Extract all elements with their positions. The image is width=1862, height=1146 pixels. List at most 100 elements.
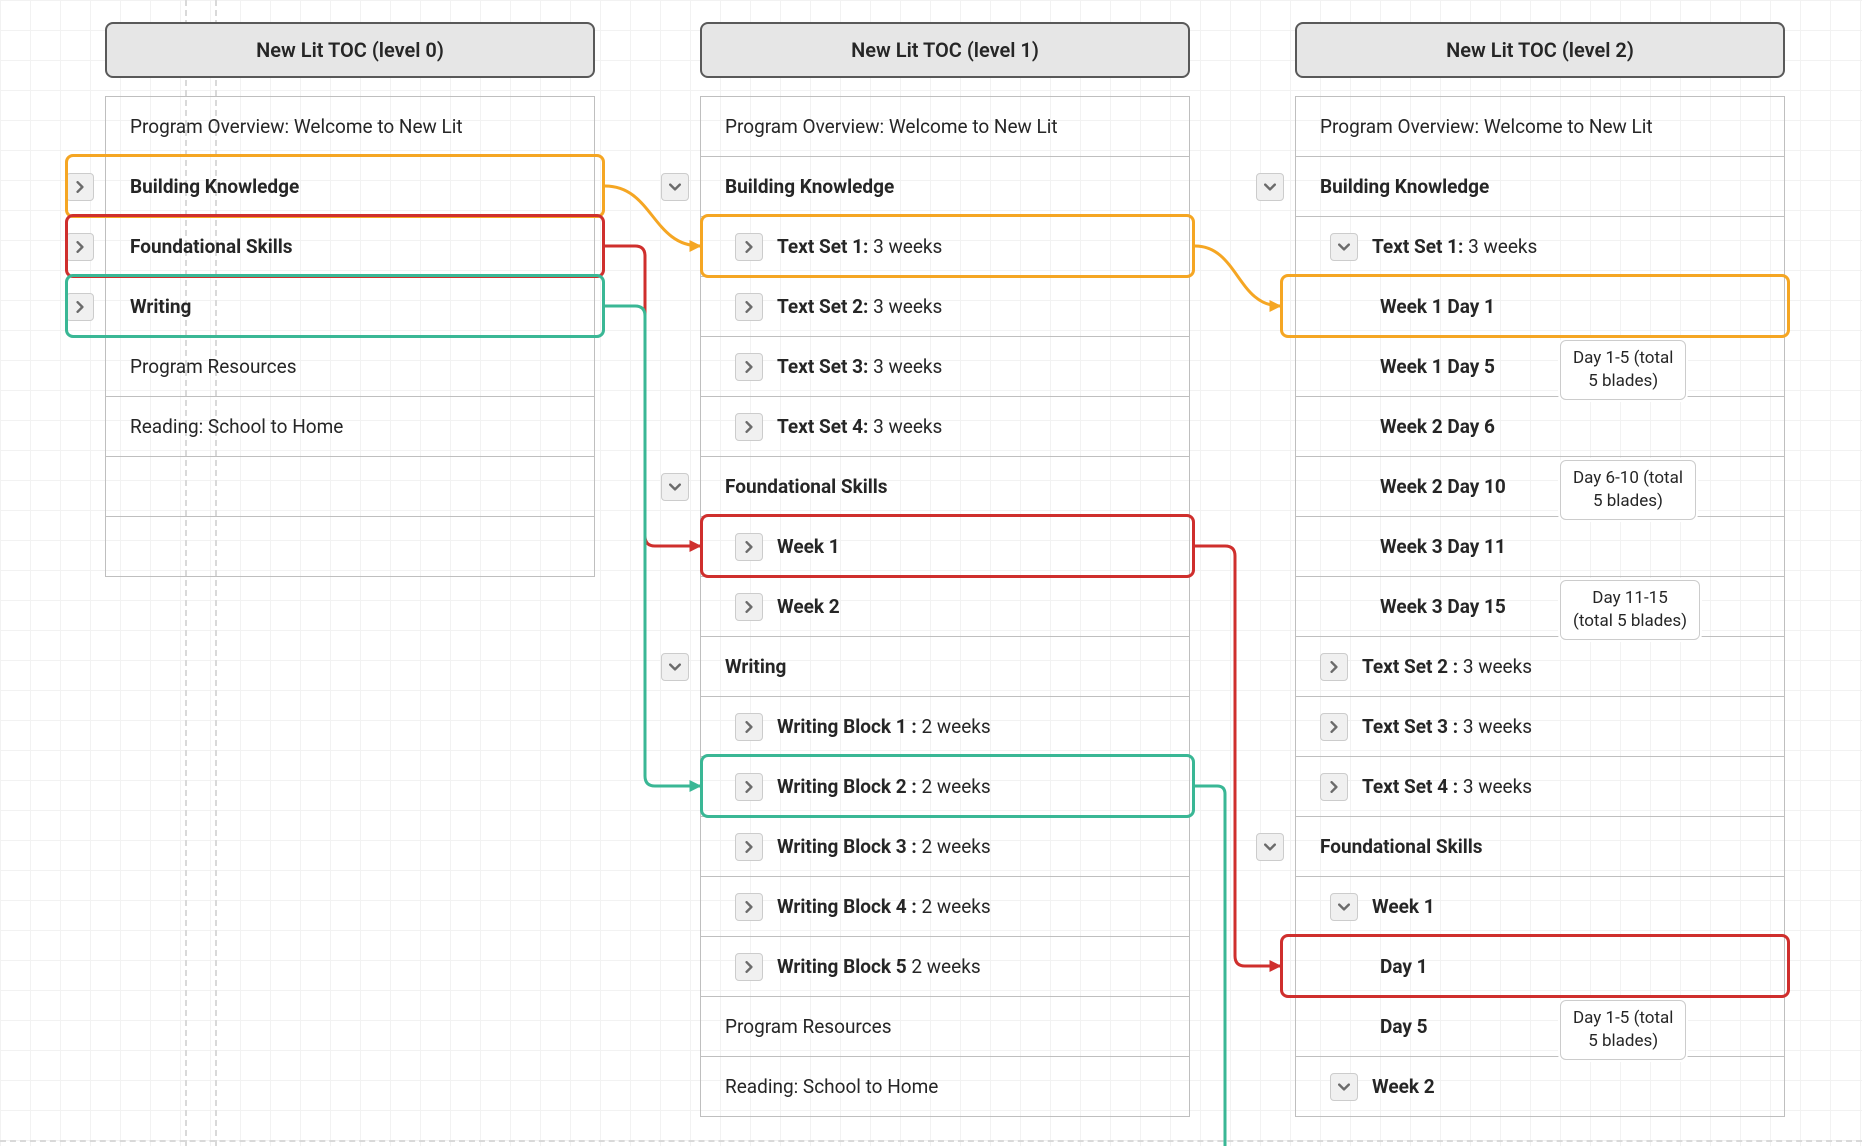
toc-row[interactable] xyxy=(106,517,594,577)
connector-arrow xyxy=(1195,786,1225,1146)
expand-chevron[interactable] xyxy=(735,293,763,321)
diagram-canvas: New Lit TOC (level 0) Program Overview: W… xyxy=(0,0,1862,1146)
toc-row[interactable]: Building Knowledge xyxy=(106,157,594,217)
toc-row[interactable]: Text Set 4: 3 weeks xyxy=(701,397,1189,457)
toc-list: Program Overview: Welcome to New Lit Buil… xyxy=(700,96,1190,1117)
toc-row[interactable]: Week 2 xyxy=(1296,1057,1784,1117)
expand-chevron[interactable] xyxy=(661,473,689,501)
row-label: Reading: School to Home xyxy=(725,1075,1189,1098)
toc-row[interactable]: Text Set 1: 3 weeks xyxy=(1296,217,1784,277)
expand-chevron[interactable] xyxy=(661,653,689,681)
row-label: Week 1 xyxy=(1372,895,1784,918)
toc-row[interactable]: Week 2 Day 6 xyxy=(1296,397,1784,457)
toc-row[interactable]: Foundational Skills xyxy=(106,217,594,277)
expand-chevron[interactable] xyxy=(1320,773,1348,801)
expand-chevron[interactable] xyxy=(1320,713,1348,741)
callout-line: Day 11-15 xyxy=(1573,587,1687,610)
toc-row[interactable]: Writing Block 4 : 2 weeks xyxy=(701,877,1189,937)
row-label: Writing Block 5 2 weeks xyxy=(777,955,1189,978)
toc-row[interactable]: Program Overview: Welcome to New Lit xyxy=(106,97,594,157)
toc-row[interactable]: Writing Block 5 2 weeks xyxy=(701,937,1189,997)
row-label: Week 2 xyxy=(1372,1075,1784,1098)
callout-line: (total 5 blades) xyxy=(1573,610,1687,633)
expand-chevron[interactable] xyxy=(735,713,763,741)
toc-row[interactable]: Text Set 2: 3 weeks xyxy=(701,277,1189,337)
expand-chevron[interactable] xyxy=(735,413,763,441)
toc-row[interactable]: Program Overview: Welcome to New Lit xyxy=(1296,97,1784,157)
expand-chevron[interactable] xyxy=(66,233,94,261)
expand-chevron[interactable] xyxy=(1256,833,1284,861)
toc-row[interactable]: Building Knowledge xyxy=(1296,157,1784,217)
toc-row[interactable]: Week 3 Day 11 xyxy=(1296,517,1784,577)
toc-row[interactable]: Building Knowledge xyxy=(701,157,1189,217)
toc-column-2: New Lit TOC (level 2)Program Overview: W… xyxy=(1295,22,1785,1117)
toc-row[interactable]: Foundational Skills xyxy=(1296,817,1784,877)
horizontal-guide xyxy=(0,1140,1862,1142)
expand-chevron[interactable] xyxy=(735,953,763,981)
expand-chevron[interactable] xyxy=(66,293,94,321)
toc-row[interactable]: Text Set 1: 3 weeks xyxy=(701,217,1189,277)
expand-chevron[interactable] xyxy=(735,593,763,621)
toc-row[interactable]: Text Set 3: 3 weeks xyxy=(701,337,1189,397)
toc-row[interactable]: Text Set 2 : 3 weeks xyxy=(1296,637,1784,697)
row-label: Program Overview: Welcome to New Lit xyxy=(130,115,594,138)
toc-row[interactable]: Text Set 4 : 3 weeks xyxy=(1296,757,1784,817)
connector-arrow xyxy=(605,306,700,786)
toc-row[interactable]: Writing xyxy=(106,277,594,337)
toc-row[interactable]: Week 3 Day 15 xyxy=(1296,577,1784,637)
toc-row[interactable]: Program Resources xyxy=(106,337,594,397)
toc-row[interactable]: Reading: School to Home xyxy=(701,1057,1189,1117)
toc-row[interactable]: Week 1 xyxy=(1296,877,1784,937)
toc-row[interactable]: Writing Block 2 : 2 weeks xyxy=(701,757,1189,817)
connector-arrow xyxy=(1195,546,1280,966)
expand-chevron[interactable] xyxy=(1330,893,1358,921)
expand-chevron[interactable] xyxy=(735,233,763,261)
row-label: Week 1 xyxy=(777,535,1189,558)
toc-row[interactable]: Writing xyxy=(701,637,1189,697)
row-label: Foundational Skills xyxy=(1320,835,1784,858)
toc-column-1: New Lit TOC (level 1)Program Overview: W… xyxy=(700,22,1190,1117)
toc-row[interactable]: Writing Block 3 : 2 weeks xyxy=(701,817,1189,877)
toc-row[interactable]: Text Set 3 : 3 weeks xyxy=(1296,697,1784,757)
toc-row[interactable] xyxy=(106,457,594,517)
expand-chevron[interactable] xyxy=(735,533,763,561)
callout-line: 5 blades) xyxy=(1573,370,1673,393)
expand-chevron[interactable] xyxy=(1330,233,1358,261)
toc-row[interactable]: Day 1 xyxy=(1296,937,1784,997)
row-label: Text Set 2: 3 weeks xyxy=(777,295,1189,318)
toc-row[interactable]: Week 1 Day 1 xyxy=(1296,277,1784,337)
toc-row[interactable]: Week 2 xyxy=(701,577,1189,637)
row-label: Writing Block 1 : 2 weeks xyxy=(777,715,1189,738)
connector-arrow xyxy=(605,246,700,546)
row-label: Program Overview: Welcome to New Lit xyxy=(1320,115,1784,138)
toc-row[interactable]: Week 1 xyxy=(701,517,1189,577)
row-label: Program Overview: Welcome to New Lit xyxy=(725,115,1189,138)
toc-row[interactable]: Day 5 xyxy=(1296,997,1784,1057)
toc-row[interactable]: Writing Block 1 : 2 weeks xyxy=(701,697,1189,757)
expand-chevron[interactable] xyxy=(735,773,763,801)
toc-row[interactable]: Foundational Skills xyxy=(701,457,1189,517)
expand-chevron[interactable] xyxy=(1320,653,1348,681)
row-label: Week 2 xyxy=(777,595,1189,618)
expand-chevron[interactable] xyxy=(735,353,763,381)
expand-chevron[interactable] xyxy=(661,173,689,201)
row-label: Program Resources xyxy=(725,1015,1189,1038)
row-label: Building Knowledge xyxy=(725,175,1189,198)
expand-chevron[interactable] xyxy=(1330,1073,1358,1101)
expand-chevron[interactable] xyxy=(66,173,94,201)
expand-chevron[interactable] xyxy=(1256,173,1284,201)
toc-row[interactable]: Program Overview: Welcome to New Lit xyxy=(701,97,1189,157)
column-header: New Lit TOC (level 0) xyxy=(105,22,595,78)
expand-chevron[interactable] xyxy=(735,833,763,861)
toc-row[interactable]: Week 2 Day 10 xyxy=(1296,457,1784,517)
row-label: Writing Block 2 : 2 weeks xyxy=(777,775,1189,798)
toc-list: Program Overview: Welcome to New Lit Buil… xyxy=(105,96,595,577)
toc-row[interactable]: Program Resources xyxy=(701,997,1189,1057)
toc-row[interactable]: Reading: School to Home xyxy=(106,397,594,457)
row-label: Building Knowledge xyxy=(130,175,594,198)
expand-chevron[interactable] xyxy=(735,893,763,921)
toc-row[interactable]: Week 1 Day 5 xyxy=(1296,337,1784,397)
row-label: Foundational Skills xyxy=(725,475,1189,498)
row-label: Text Set 1: 3 weeks xyxy=(1372,235,1784,258)
row-label: Foundational Skills xyxy=(130,235,594,258)
